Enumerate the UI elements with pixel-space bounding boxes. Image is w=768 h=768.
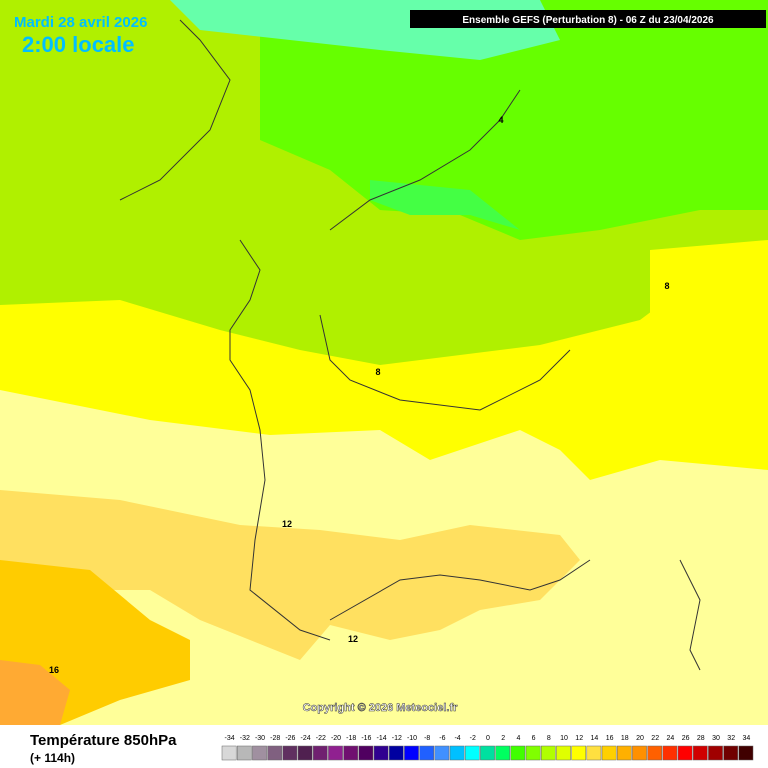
legend-label: -32 <box>240 735 250 742</box>
legend-swatch <box>434 745 450 761</box>
legend-label: 8 <box>547 735 551 742</box>
date: Mardi 28 avril 2026 <box>14 14 147 31</box>
legend-swatch <box>328 745 343 761</box>
legend-label: -12 <box>392 735 402 742</box>
legend-swatch <box>419 745 435 761</box>
legend-label: -8 <box>424 735 430 742</box>
legend-swatch <box>388 745 404 761</box>
legend-swatch <box>571 745 587 761</box>
legend-swatch <box>586 745 602 761</box>
legend-label: 20 <box>636 735 644 742</box>
legend-label: -6 <box>439 735 445 742</box>
legend-swatch <box>708 745 723 761</box>
legend-swatch <box>404 745 419 761</box>
contour-label: 12 <box>348 634 358 644</box>
legend-swatch <box>723 745 739 761</box>
model-info: Ensemble GEFS (Perturbation 8) - 06 Z du… <box>462 15 714 26</box>
legend-label: -10 <box>407 735 417 742</box>
legend-label: 12 <box>575 735 583 742</box>
zone-yellow-ne <box>650 240 768 320</box>
legend-swatch <box>662 745 678 761</box>
legend-label: 14 <box>591 735 599 742</box>
legend-label: 6 <box>532 735 536 742</box>
legend-label: -14 <box>377 735 387 742</box>
legend-label: -30 <box>255 735 265 742</box>
copyright: Copyright © 2026 Meteociel.fr <box>303 702 459 714</box>
legend-swatch <box>510 745 526 761</box>
legend-label: -22 <box>316 735 326 742</box>
zone-12 <box>0 490 580 660</box>
legend-label: -16 <box>361 735 371 742</box>
legend-swatch <box>221 745 237 761</box>
legend-swatch <box>677 745 693 761</box>
contour-label: 16 <box>49 665 59 675</box>
legend-label: -18 <box>346 735 356 742</box>
legend-swatch <box>267 745 283 761</box>
legend-label: 30 <box>712 735 720 742</box>
legend-swatch <box>312 745 328 761</box>
legend-label: 18 <box>621 735 629 742</box>
legend-label: -2 <box>470 735 476 742</box>
legend-lead: (+ 114h) <box>30 751 75 765</box>
legend-swatch <box>343 745 359 761</box>
legend-swatch <box>373 745 389 761</box>
legend-label: -34 <box>225 735 235 742</box>
zone-4 <box>260 0 768 240</box>
legend-label: 22 <box>651 735 659 742</box>
legend-swatch <box>647 745 663 761</box>
legend-swatch <box>632 745 647 761</box>
legend-swatch <box>540 745 556 761</box>
legend-swatch <box>738 745 754 761</box>
legend-label: 32 <box>727 735 735 742</box>
legend-label: -4 <box>454 735 460 742</box>
legend-swatch <box>601 745 617 761</box>
zone-16 <box>0 660 70 725</box>
legend-swatch <box>282 745 298 761</box>
legend-swatch <box>449 745 465 761</box>
legend-swatch <box>297 745 313 761</box>
legend-swatch <box>480 745 495 761</box>
legend-label: 10 <box>560 735 568 742</box>
contour-label: 4 <box>498 115 503 125</box>
legend-swatch <box>495 745 511 761</box>
legend-label: -20 <box>331 735 341 742</box>
legend-label: 34 <box>743 735 751 742</box>
legend-swatch <box>236 745 252 761</box>
legend-label: 16 <box>606 735 614 742</box>
contour-label: 8 <box>664 281 669 291</box>
legend-swatch <box>358 745 374 761</box>
legend-label: 0 <box>486 735 490 742</box>
header-box <box>410 10 766 28</box>
legend-swatch <box>692 745 708 761</box>
legend-label: 2 <box>501 735 505 742</box>
legend-swatch <box>252 745 267 761</box>
legend-swatch <box>556 745 571 761</box>
coastlines <box>119 19 701 671</box>
legend-label: 24 <box>667 735 675 742</box>
time: 2:00 locale <box>22 32 135 57</box>
legend-swatch <box>464 745 480 761</box>
zone-2 <box>370 180 520 230</box>
legend-title: Température 850hPa <box>30 732 177 749</box>
legend-label: 28 <box>697 735 705 742</box>
legend-label: -28 <box>270 735 280 742</box>
legend-swatch <box>525 745 541 761</box>
contour-label: 8 <box>375 367 380 377</box>
legend-label: 4 <box>516 735 520 742</box>
contour-label: 12 <box>282 519 292 529</box>
legend-label: -24 <box>301 735 311 742</box>
legend-swatch <box>616 745 632 761</box>
legend-label: 26 <box>682 735 690 742</box>
legend-label: -26 <box>285 735 295 742</box>
